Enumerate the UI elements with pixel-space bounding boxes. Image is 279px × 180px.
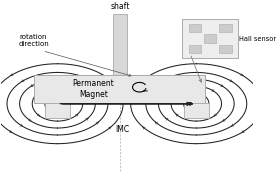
Text: Hall sensor: Hall sensor — [239, 36, 276, 42]
Bar — [189, 45, 201, 53]
Bar — [189, 24, 201, 32]
Bar — [219, 45, 232, 53]
Bar — [33, 75, 205, 103]
Text: rotation
direction: rotation direction — [18, 34, 49, 47]
Bar — [182, 19, 238, 58]
Bar — [184, 103, 209, 118]
Bar — [204, 34, 217, 43]
Text: Permanent
Magnet: Permanent Magnet — [73, 79, 114, 99]
Bar — [219, 24, 232, 32]
Text: IMC: IMC — [115, 125, 129, 134]
Bar — [45, 103, 70, 118]
Bar — [113, 14, 127, 75]
Text: shaft: shaft — [110, 2, 130, 11]
